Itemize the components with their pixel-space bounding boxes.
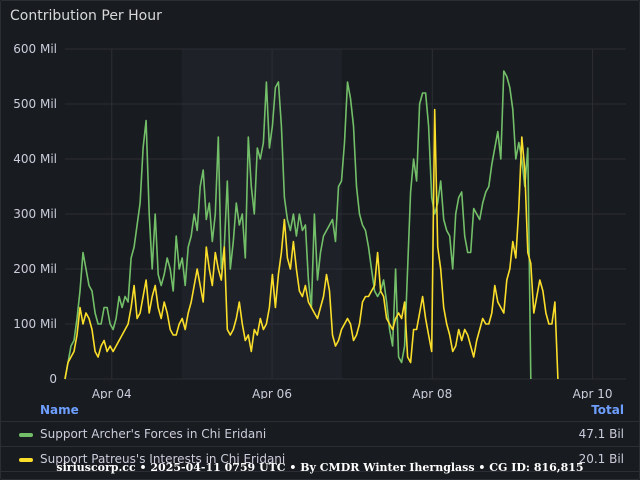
series-color-swatch — [19, 458, 33, 462]
series-line[interactable] — [64, 70, 532, 380]
legend-row-archer[interactable]: Support Archer's Forces in Chi Eridani 4… — [1, 422, 639, 447]
y-tick-label: 0 — [49, 372, 57, 386]
y-tick-label: 400 Mil — [13, 152, 57, 166]
y-tick-label: 100 Mil — [13, 317, 57, 331]
time-series-chart[interactable]: 0 100 Mil 200 Mil 300 Mil 400 Mil 500 Mil 600 … — [1, 1, 639, 399]
x-tick-label: Apr 10 — [573, 387, 613, 399]
x-tick-label: Apr 08 — [412, 387, 452, 399]
footer-credit: siriuscorp.cc • 2025-04-11 0759 UTC • By… — [56, 461, 584, 474]
legend-label[interactable]: Support Patreus's Interests in Chi Erida… — [40, 452, 286, 466]
chart-grid — [65, 48, 626, 380]
series-color-swatch — [19, 433, 33, 437]
legend-row-patreus[interactable]: Support Patreus's Interests in Chi Erida… — [1, 447, 639, 472]
y-tick-label: 500 Mil — [13, 97, 57, 111]
x-axis: Apr 04 Apr 06 Apr 08 Apr 10 — [92, 387, 613, 399]
legend-total-header[interactable]: Total — [591, 403, 624, 417]
legend-total-value: 47.1 Bil — [578, 427, 624, 441]
legend-label[interactable]: Support Archer's Forces in Chi Eridani — [40, 427, 267, 441]
y-axis: 0 100 Mil 200 Mil 300 Mil 400 Mil 500 Mil 600 … — [13, 42, 57, 386]
legend-header: Name Total — [1, 399, 639, 422]
legend-name-header[interactable]: Name — [40, 403, 79, 417]
y-tick-label: 300 Mil — [13, 207, 57, 221]
panel-title[interactable]: Contribution Per Hour — [10, 8, 162, 24]
y-tick-label: 200 Mil — [13, 262, 57, 276]
series-line[interactable] — [64, 108, 559, 380]
legend-total-value: 20.1 Bil — [578, 452, 624, 466]
series-lines — [64, 70, 559, 380]
y-tick-label: 600 Mil — [13, 42, 57, 56]
x-tick-label: Apr 06 — [252, 387, 292, 399]
x-tick-label: Apr 04 — [92, 387, 132, 399]
